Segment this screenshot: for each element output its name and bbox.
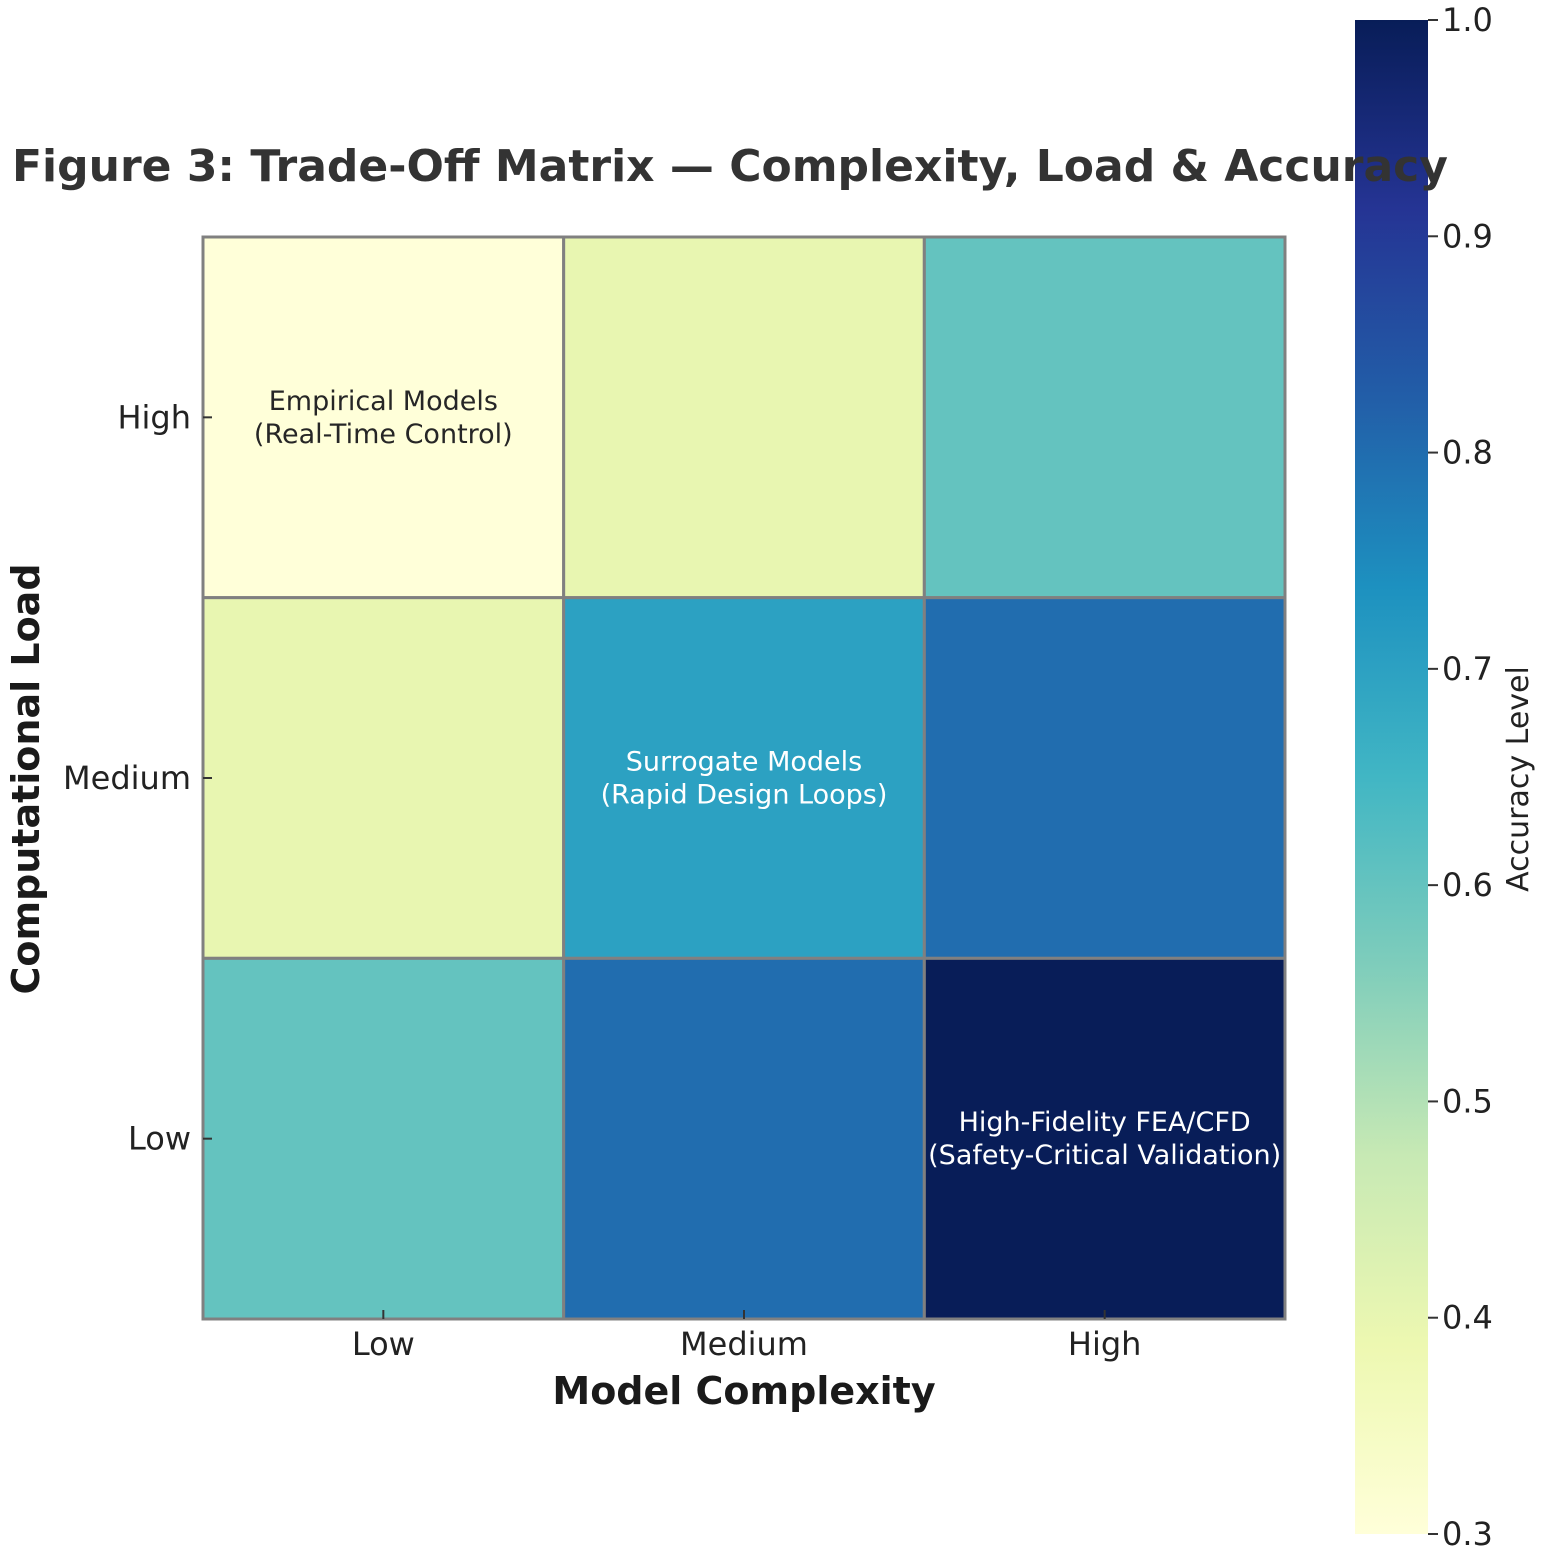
heatmap-cell (922, 956, 1287, 1321)
heatmap-cell (562, 956, 926, 1321)
colorbar-tick-label: 1.0 (1442, 1, 1493, 39)
heatmap-cells (201, 235, 1287, 1321)
colorbar: 0.3 0.4 0.5 0.6 0.7 0.8 0.9 1.0 Accuracy Level (1355, 1, 1536, 1553)
colorbar-tick-label: 0.4 (1442, 1299, 1493, 1337)
colorbar-tick-label: 0.7 (1442, 650, 1493, 688)
cell-annotation: Empirical Models (269, 386, 498, 417)
colorbar-tick-label: 0.6 (1442, 866, 1493, 904)
colorbar-tick-label: 0.5 (1442, 1082, 1493, 1120)
colorbar-gradient (1355, 20, 1428, 1534)
heatmap-cell (201, 235, 566, 600)
x-tick-label: High (1068, 1325, 1142, 1363)
x-axis-label: Model Complexity (552, 1369, 935, 1413)
cell-annotation: High-Fidelity FEA/CFD (959, 1107, 1251, 1138)
cell-annotations: Empirical Models(Real-Time Control) Surro… (254, 386, 1281, 1171)
cell-annotation: (Safety-Critical Validation) (928, 1140, 1281, 1171)
x-tick-label: Medium (680, 1325, 808, 1363)
heatmap-cell (562, 235, 926, 600)
cell-annotation: (Rapid Design Loops) (601, 780, 888, 811)
chart-title: Figure 3: Trade-Off Matrix — Complexity,… (12, 141, 1448, 192)
colorbar-tick-label: 0.8 (1442, 434, 1493, 472)
axes: Low Medium High High Medium Low (63, 398, 1141, 1363)
colorbar-tick-label: 0.9 (1442, 217, 1493, 255)
heatmap-cell (922, 596, 1287, 960)
x-tick-label: Low (352, 1325, 415, 1363)
colorbar-tick-label: 0.3 (1442, 1515, 1493, 1553)
y-tick-label: Low (128, 1120, 191, 1158)
cell-annotation: Surrogate Models (626, 747, 863, 778)
y-tick-label: Medium (63, 759, 191, 797)
cell-annotation: (Real-Time Control) (254, 419, 513, 450)
heatmap-cell (922, 235, 1287, 600)
heatmap-cell (201, 956, 566, 1321)
heatmap-cell (562, 596, 926, 960)
colorbar-label: Accuracy Level (1501, 666, 1536, 892)
heatmap-cell (201, 596, 566, 960)
y-axis-label: Computational Load (4, 563, 48, 994)
y-tick-label: High (117, 398, 191, 436)
